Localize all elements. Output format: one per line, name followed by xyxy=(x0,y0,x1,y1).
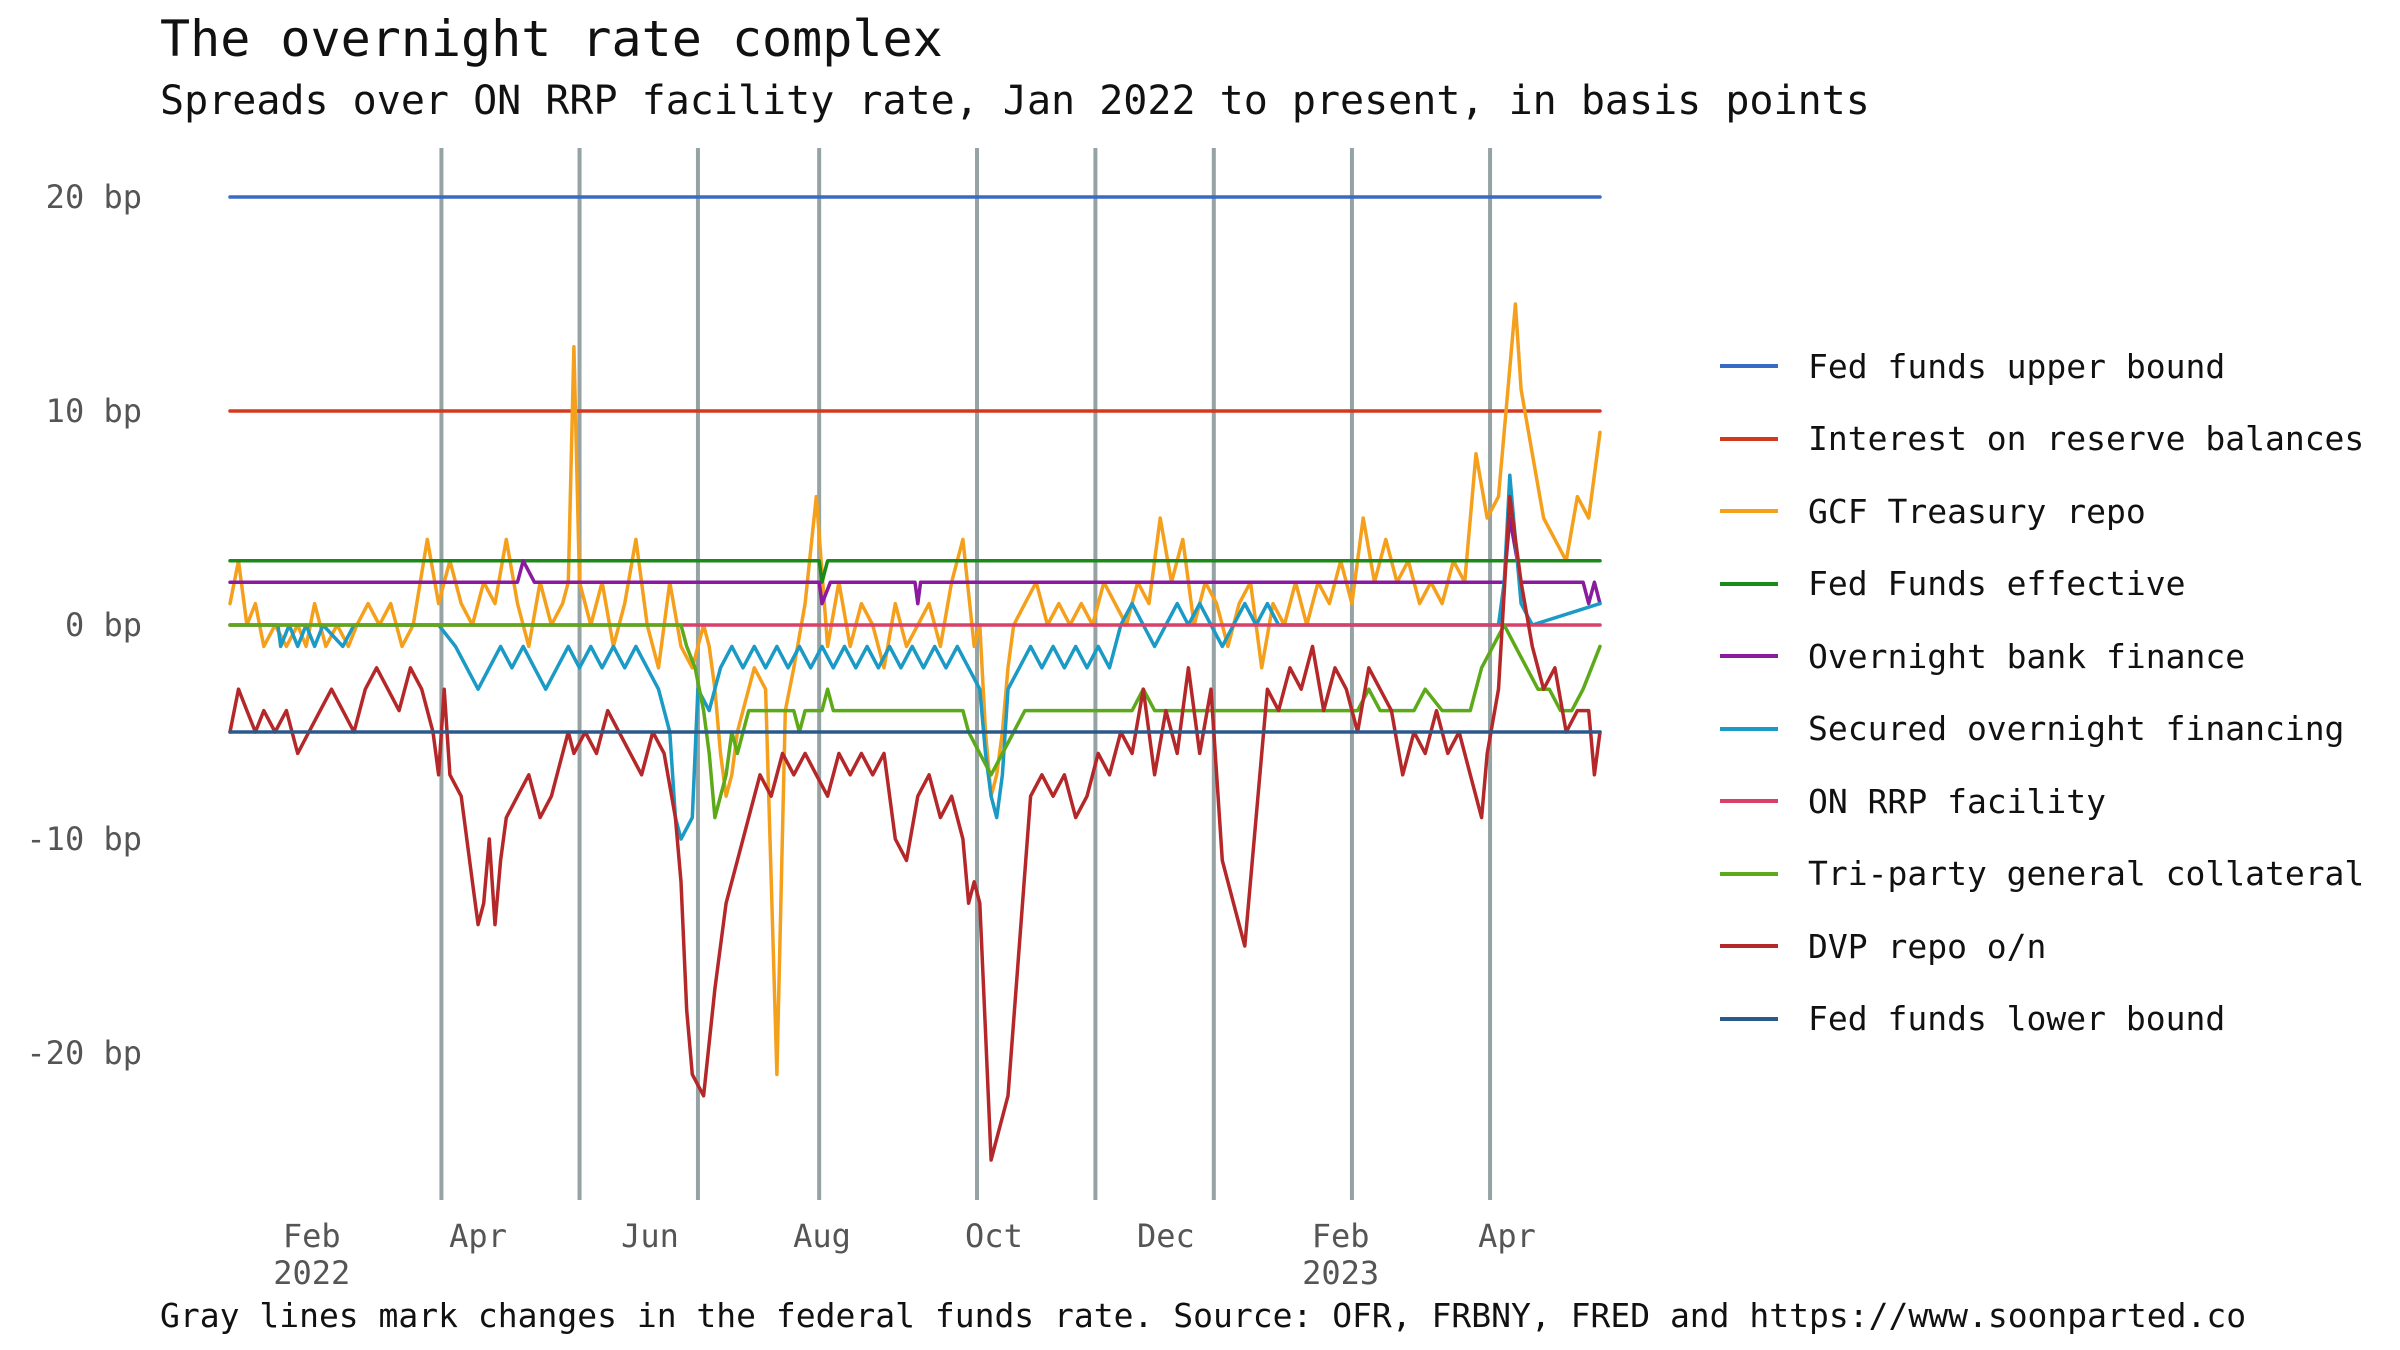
legend-item: Fed funds lower bound xyxy=(1720,983,2364,1056)
legend-item: Secured overnight financing xyxy=(1720,693,2364,766)
series-line-tri-party-general-collateral xyxy=(228,623,1602,820)
legend-swatch xyxy=(1720,436,1778,441)
y-tick-label: 0 bp xyxy=(65,606,142,644)
legend: Fed funds upper bound Interest on reserve… xyxy=(1720,330,2364,1055)
legend-swatch xyxy=(1720,364,1778,369)
x-tick-label: Feb xyxy=(1312,1217,1370,1255)
series-line-fed-funds-effective xyxy=(228,559,1602,584)
chart-caption: Gray lines mark changes in the federal f… xyxy=(160,1296,2247,1335)
legend-item: ON RRP facility xyxy=(1720,765,2364,838)
x-tick-label: Apr xyxy=(449,1217,507,1255)
legend-item: GCF Treasury repo xyxy=(1720,475,2364,548)
legend-item: Fed funds upper bound xyxy=(1720,330,2364,403)
legend-label: Tri-party general collateral xyxy=(1808,854,2365,894)
series-line-secured-overnight-financing xyxy=(228,473,1602,841)
y-axis: 20 bp 10 bp 0 bp -10 bp -20 bp xyxy=(26,178,142,1072)
legend-item: Fed Funds effective xyxy=(1720,548,2364,621)
series-line-overnight-bank-finance xyxy=(228,516,1602,606)
x-tick-label: Apr xyxy=(1478,1217,1536,1255)
series-line-gcf-treasury-repo xyxy=(228,302,1602,1077)
legend-label: Fed Funds effective xyxy=(1808,564,2186,604)
series-lines xyxy=(228,195,1602,1162)
legend-item: DVP repo o/n xyxy=(1720,910,2364,983)
legend-swatch xyxy=(1720,944,1778,949)
legend-label: Secured overnight financing xyxy=(1808,709,2345,749)
x-tick-year: 2022 xyxy=(273,1254,350,1292)
x-tick-label: Feb xyxy=(283,1217,341,1255)
legend-swatch xyxy=(1720,726,1778,731)
legend-swatch xyxy=(1720,581,1778,586)
x-tick-label: Jun xyxy=(621,1217,679,1255)
legend-item: Tri-party general collateral xyxy=(1720,838,2364,911)
x-tick-year: 2023 xyxy=(1302,1254,1379,1292)
legend-swatch xyxy=(1720,799,1778,804)
x-tick-label: Aug xyxy=(793,1217,851,1255)
x-tick-label: Oct xyxy=(965,1217,1023,1255)
chart-subtitle: Spreads over ON RRP facility rate, Jan 2… xyxy=(160,78,1870,124)
legend-item: Interest on reserve balances xyxy=(1720,403,2364,476)
x-tick-label: Dec xyxy=(1137,1217,1195,1255)
legend-label: Interest on reserve balances xyxy=(1808,419,2365,459)
y-tick-label: 20 bp xyxy=(46,178,142,216)
legend-item: Overnight bank finance xyxy=(1720,620,2364,693)
y-tick-label: -20 bp xyxy=(26,1034,142,1072)
legend-label: Fed funds lower bound xyxy=(1808,999,2226,1039)
legend-swatch xyxy=(1720,654,1778,659)
series-line-dvp-repo-o-n xyxy=(228,494,1602,1162)
y-tick-label: 10 bp xyxy=(46,392,142,430)
legend-swatch xyxy=(1720,871,1778,876)
legend-label: GCF Treasury repo xyxy=(1808,491,2146,531)
legend-swatch xyxy=(1720,509,1778,514)
legend-label: DVP repo o/n xyxy=(1808,926,2047,966)
legend-label: Fed funds upper bound xyxy=(1808,346,2226,386)
y-tick-label: -10 bp xyxy=(26,820,142,858)
chart-title: The overnight rate complex xyxy=(160,10,943,68)
legend-swatch xyxy=(1720,1016,1778,1021)
legend-label: Overnight bank finance xyxy=(1808,636,2246,676)
legend-label: ON RRP facility xyxy=(1808,781,2107,821)
